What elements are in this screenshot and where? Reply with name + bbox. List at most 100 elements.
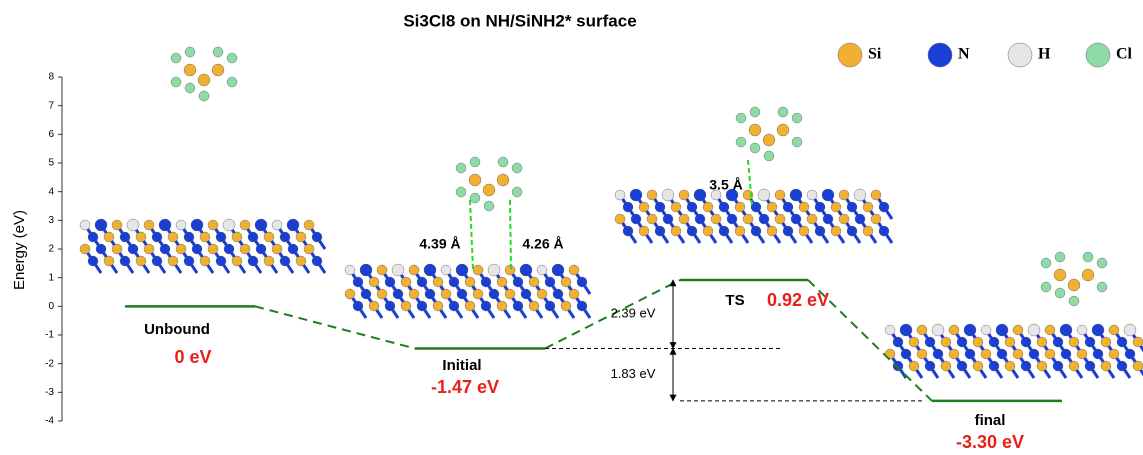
- atom: [456, 163, 466, 173]
- atom: [1124, 324, 1136, 336]
- atom: [112, 244, 122, 254]
- atom: [1021, 337, 1031, 347]
- atom: [695, 214, 705, 224]
- atom: [481, 301, 491, 311]
- atom: [807, 214, 817, 224]
- atom: [361, 289, 371, 299]
- atom: [473, 265, 483, 275]
- atom: [240, 220, 250, 230]
- atom: [296, 232, 306, 242]
- atom: [213, 47, 223, 57]
- atom: [470, 157, 480, 167]
- atom: [120, 256, 130, 266]
- atom: [662, 189, 674, 201]
- atom: [1133, 361, 1143, 371]
- atom: [1029, 349, 1039, 359]
- atom: [909, 361, 919, 371]
- atom: [425, 289, 435, 299]
- atom: [159, 219, 171, 231]
- atom: [1053, 361, 1063, 371]
- atom: [719, 226, 729, 236]
- atom: [885, 325, 895, 335]
- atom: [791, 214, 801, 224]
- atom: [497, 277, 507, 287]
- atom: [345, 265, 355, 275]
- atom: [615, 190, 625, 200]
- atom: [727, 214, 737, 224]
- atom: [631, 214, 641, 224]
- atom: [1085, 337, 1095, 347]
- legend-label: Si: [868, 46, 882, 63]
- atom: [312, 232, 322, 242]
- y-tick-label: 2: [48, 244, 54, 255]
- connector: [255, 306, 415, 348]
- legend-label: N: [958, 46, 970, 63]
- atom: [208, 220, 218, 230]
- atom: [465, 277, 475, 287]
- atom: [248, 256, 258, 266]
- atom: [409, 289, 419, 299]
- atom: [227, 53, 237, 63]
- level-name: Unbound: [144, 321, 210, 338]
- atom: [854, 189, 866, 201]
- atom: [553, 289, 563, 299]
- atom: [1069, 361, 1079, 371]
- atom: [417, 277, 427, 287]
- atom: [893, 337, 903, 347]
- atom: [879, 202, 889, 212]
- y-tick-label: 5: [48, 158, 54, 169]
- atom: [184, 256, 194, 266]
- atom: [1109, 325, 1119, 335]
- atom: [227, 77, 237, 87]
- legend-swatch: [1008, 43, 1032, 67]
- atom: [679, 214, 689, 224]
- legend-swatch: [838, 43, 862, 67]
- y-tick-label: -1: [45, 330, 54, 341]
- atom: [989, 361, 999, 371]
- atom: [484, 201, 494, 211]
- y-tick-label: 8: [48, 72, 54, 83]
- atom: [839, 190, 849, 200]
- chart: Si3Cl8 on NH/SiNH2* surface Energy (eV) …: [0, 0, 1143, 455]
- atom: [171, 77, 181, 87]
- atom: [483, 184, 495, 196]
- atom: [1041, 258, 1051, 268]
- atom: [264, 256, 274, 266]
- atom: [1082, 269, 1094, 281]
- atom: [88, 256, 98, 266]
- atom: [749, 124, 761, 136]
- atom: [901, 349, 911, 359]
- atom: [280, 232, 290, 242]
- atom: [799, 202, 809, 212]
- atom: [512, 163, 522, 173]
- legend-swatch: [928, 43, 952, 67]
- y-tick-label: -4: [45, 416, 54, 427]
- atom: [996, 324, 1008, 336]
- atom: [1054, 269, 1066, 281]
- annotation: 2.39 eV: [611, 306, 656, 321]
- atom: [758, 189, 770, 201]
- legend-label: H: [1038, 46, 1051, 63]
- atom: [185, 47, 195, 57]
- atom: [489, 289, 499, 299]
- atom: [288, 244, 298, 254]
- atom: [369, 301, 379, 311]
- atom: [216, 256, 226, 266]
- atom: [521, 289, 531, 299]
- atom: [639, 226, 649, 236]
- atom: [255, 219, 267, 231]
- atom: [711, 214, 721, 224]
- atom: [198, 74, 210, 86]
- y-tick-label: 1: [48, 272, 54, 283]
- atom: [296, 256, 306, 266]
- atom: [687, 226, 697, 236]
- atom: [655, 226, 665, 236]
- atom: [401, 277, 411, 287]
- atom: [280, 256, 290, 266]
- atom: [1037, 337, 1047, 347]
- atom: [457, 289, 467, 299]
- atom: [216, 232, 226, 242]
- atom: [759, 214, 769, 224]
- atom: [136, 256, 146, 266]
- atom: [1109, 349, 1119, 359]
